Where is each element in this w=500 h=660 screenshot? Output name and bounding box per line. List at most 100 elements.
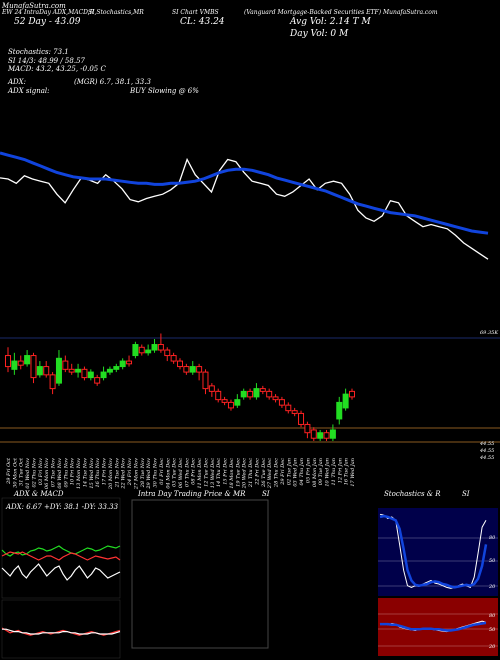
candle-body <box>145 349 152 354</box>
x-tick-label: 19 Tue Dec <box>235 458 241 487</box>
header-line1-c: SI Chart VMBS <box>172 9 219 16</box>
x-tick-label: 17 Wed Jan <box>350 458 356 487</box>
x-tick-label: 07 Tue Nov <box>51 458 57 487</box>
x-tick-label: 08 Wed Nov <box>57 458 63 489</box>
x-tick-label: 13 Mon Nov <box>76 458 82 489</box>
adx-label: ADX: <box>8 78 27 86</box>
x-tick-label: 12 Fri Jan <box>337 458 343 483</box>
candle-body <box>30 355 37 379</box>
candle-body <box>106 368 113 373</box>
candle-body <box>62 360 69 370</box>
stoch-tick-50: 50 <box>489 558 496 564</box>
rsi-tick-20: 20 <box>489 644 496 650</box>
candle-body <box>259 388 266 392</box>
x-tick-label: 15 Wed Nov <box>89 458 95 489</box>
rsi-panel-bg <box>378 598 498 656</box>
adx-signal-label: ADX signal: <box>8 87 50 95</box>
x-tick-label: 10 Wed Jan <box>325 458 331 487</box>
x-tick-label: 18 Mon Dec <box>229 458 235 489</box>
level-label-1: 44.55 <box>480 441 495 447</box>
stoch-title-right: SI <box>462 490 470 498</box>
candle-body <box>24 355 31 365</box>
header-line1-b: SI,Stochastics,MR <box>88 9 144 16</box>
candle-body <box>240 390 247 398</box>
x-tick-label: 30 Mon Oct <box>12 457 18 488</box>
candle-body <box>349 390 355 398</box>
x-tick-label: 31 Tue Oct <box>19 457 25 486</box>
adx-series-adx <box>1 563 121 581</box>
candle-body <box>215 390 222 401</box>
candle-body <box>323 432 330 439</box>
candle-body <box>285 404 292 412</box>
intraday-panel-frame <box>131 499 269 649</box>
candle-body <box>304 423 311 434</box>
stoch-title: Stochastics & R <box>384 490 441 498</box>
candle-body <box>196 366 203 373</box>
stoch-tick-80: 80 <box>489 535 496 541</box>
candle-body <box>183 366 190 373</box>
header-52day: 52 Day - 43.09 <box>14 17 81 27</box>
candle-body <box>17 360 24 366</box>
header-close: CL: 43.24 <box>180 17 225 27</box>
series-line-moving-average <box>0 151 489 235</box>
candle-body <box>266 390 273 398</box>
candle-body <box>170 355 177 362</box>
price-average-lines <box>0 151 489 260</box>
candle-body <box>164 349 171 357</box>
x-tick-label: 10 Fri Nov <box>70 458 76 485</box>
x-tick-label: 21 Thu Dec <box>248 458 254 488</box>
intraday-title-right: SI <box>262 490 270 498</box>
candlesticks <box>5 333 355 441</box>
x-tick-label: 06 Mon Nov <box>44 458 50 489</box>
rsi-tick-80: 80 <box>489 613 496 619</box>
adx-values: (MGR) 6.7, 38.1, 33.3 <box>74 78 151 86</box>
candle-body <box>49 374 56 390</box>
adx-macd-title: ADX & MACD <box>14 490 64 498</box>
x-axis-labels: 29 Fri Oct 30 Mon Oct 31 Tue Oct 01 Wed Nov… <box>6 457 356 490</box>
candle-body <box>310 429 317 439</box>
x-tick-label: 12 Tue Dec <box>203 458 209 487</box>
x-tick-label: 14 Thu Dec <box>216 458 222 487</box>
candle-body <box>291 410 298 414</box>
macd-panel <box>1 599 121 659</box>
level-label-2: 44.55 <box>480 448 495 454</box>
adx-panel <box>1 497 121 599</box>
x-tick-label: 27 Wed Dec <box>267 458 273 489</box>
rsi-tick-50: 50 <box>489 627 496 633</box>
x-tick-label: 01 Wed Nov <box>25 458 31 489</box>
header-line1-d: (Vanguard Mortgage-Backed Securities ETF… <box>244 9 438 16</box>
candle-body <box>75 368 82 373</box>
x-tick-label: 29 Wed Nov <box>146 458 152 490</box>
header-line1-a: EW 24 IntraDay ADX,MACD,R <box>2 9 95 16</box>
x-tick-label: 11 Thu Jan <box>331 458 337 486</box>
candle-body <box>189 366 196 373</box>
candle-body <box>221 399 228 403</box>
x-tick-label: 16 Tue Jan <box>344 458 350 485</box>
x-tick-label: 22 Fri Dec <box>254 458 260 486</box>
macd-series-signal <box>2 628 121 635</box>
stoch-series-d <box>379 514 488 589</box>
x-tick-label: 14 Tue Nov <box>82 458 88 487</box>
candle-body <box>177 360 183 368</box>
munafasutra-logo: MunafaSutra.com <box>2 2 66 10</box>
x-tick-label: 02 Thu Nov <box>31 458 37 488</box>
adx-series-dy <box>1 545 121 557</box>
level-label-3: 44.55 <box>480 455 495 461</box>
candle-body <box>36 366 43 376</box>
candle-body <box>329 429 336 439</box>
candle-body <box>342 393 349 409</box>
adx-readout: ADX: 6.67 +DY: 38.1 -DY: 33.33 <box>6 503 119 511</box>
macd-readout: MACD: 43.2, 43.25, -0.05 C <box>8 65 106 73</box>
candle-body <box>202 371 209 390</box>
x-tick-label: 21 Tue Nov <box>114 458 120 488</box>
x-tick-label: 03 Fri Nov <box>38 458 44 485</box>
header-avgvol: Avg Vol: 2.14 T M <box>290 17 371 27</box>
candle-body <box>151 344 158 351</box>
candle-body <box>253 388 260 398</box>
x-tick-label: 28 Tue Nov <box>140 458 146 488</box>
x-tick-label: 09 Thu Nov <box>63 458 69 488</box>
x-tick-label: 11 Mon Dec <box>197 458 203 489</box>
x-tick-label: 22 Wed Nov <box>121 458 127 490</box>
x-tick-label: 01 Fri Dec <box>159 458 165 485</box>
